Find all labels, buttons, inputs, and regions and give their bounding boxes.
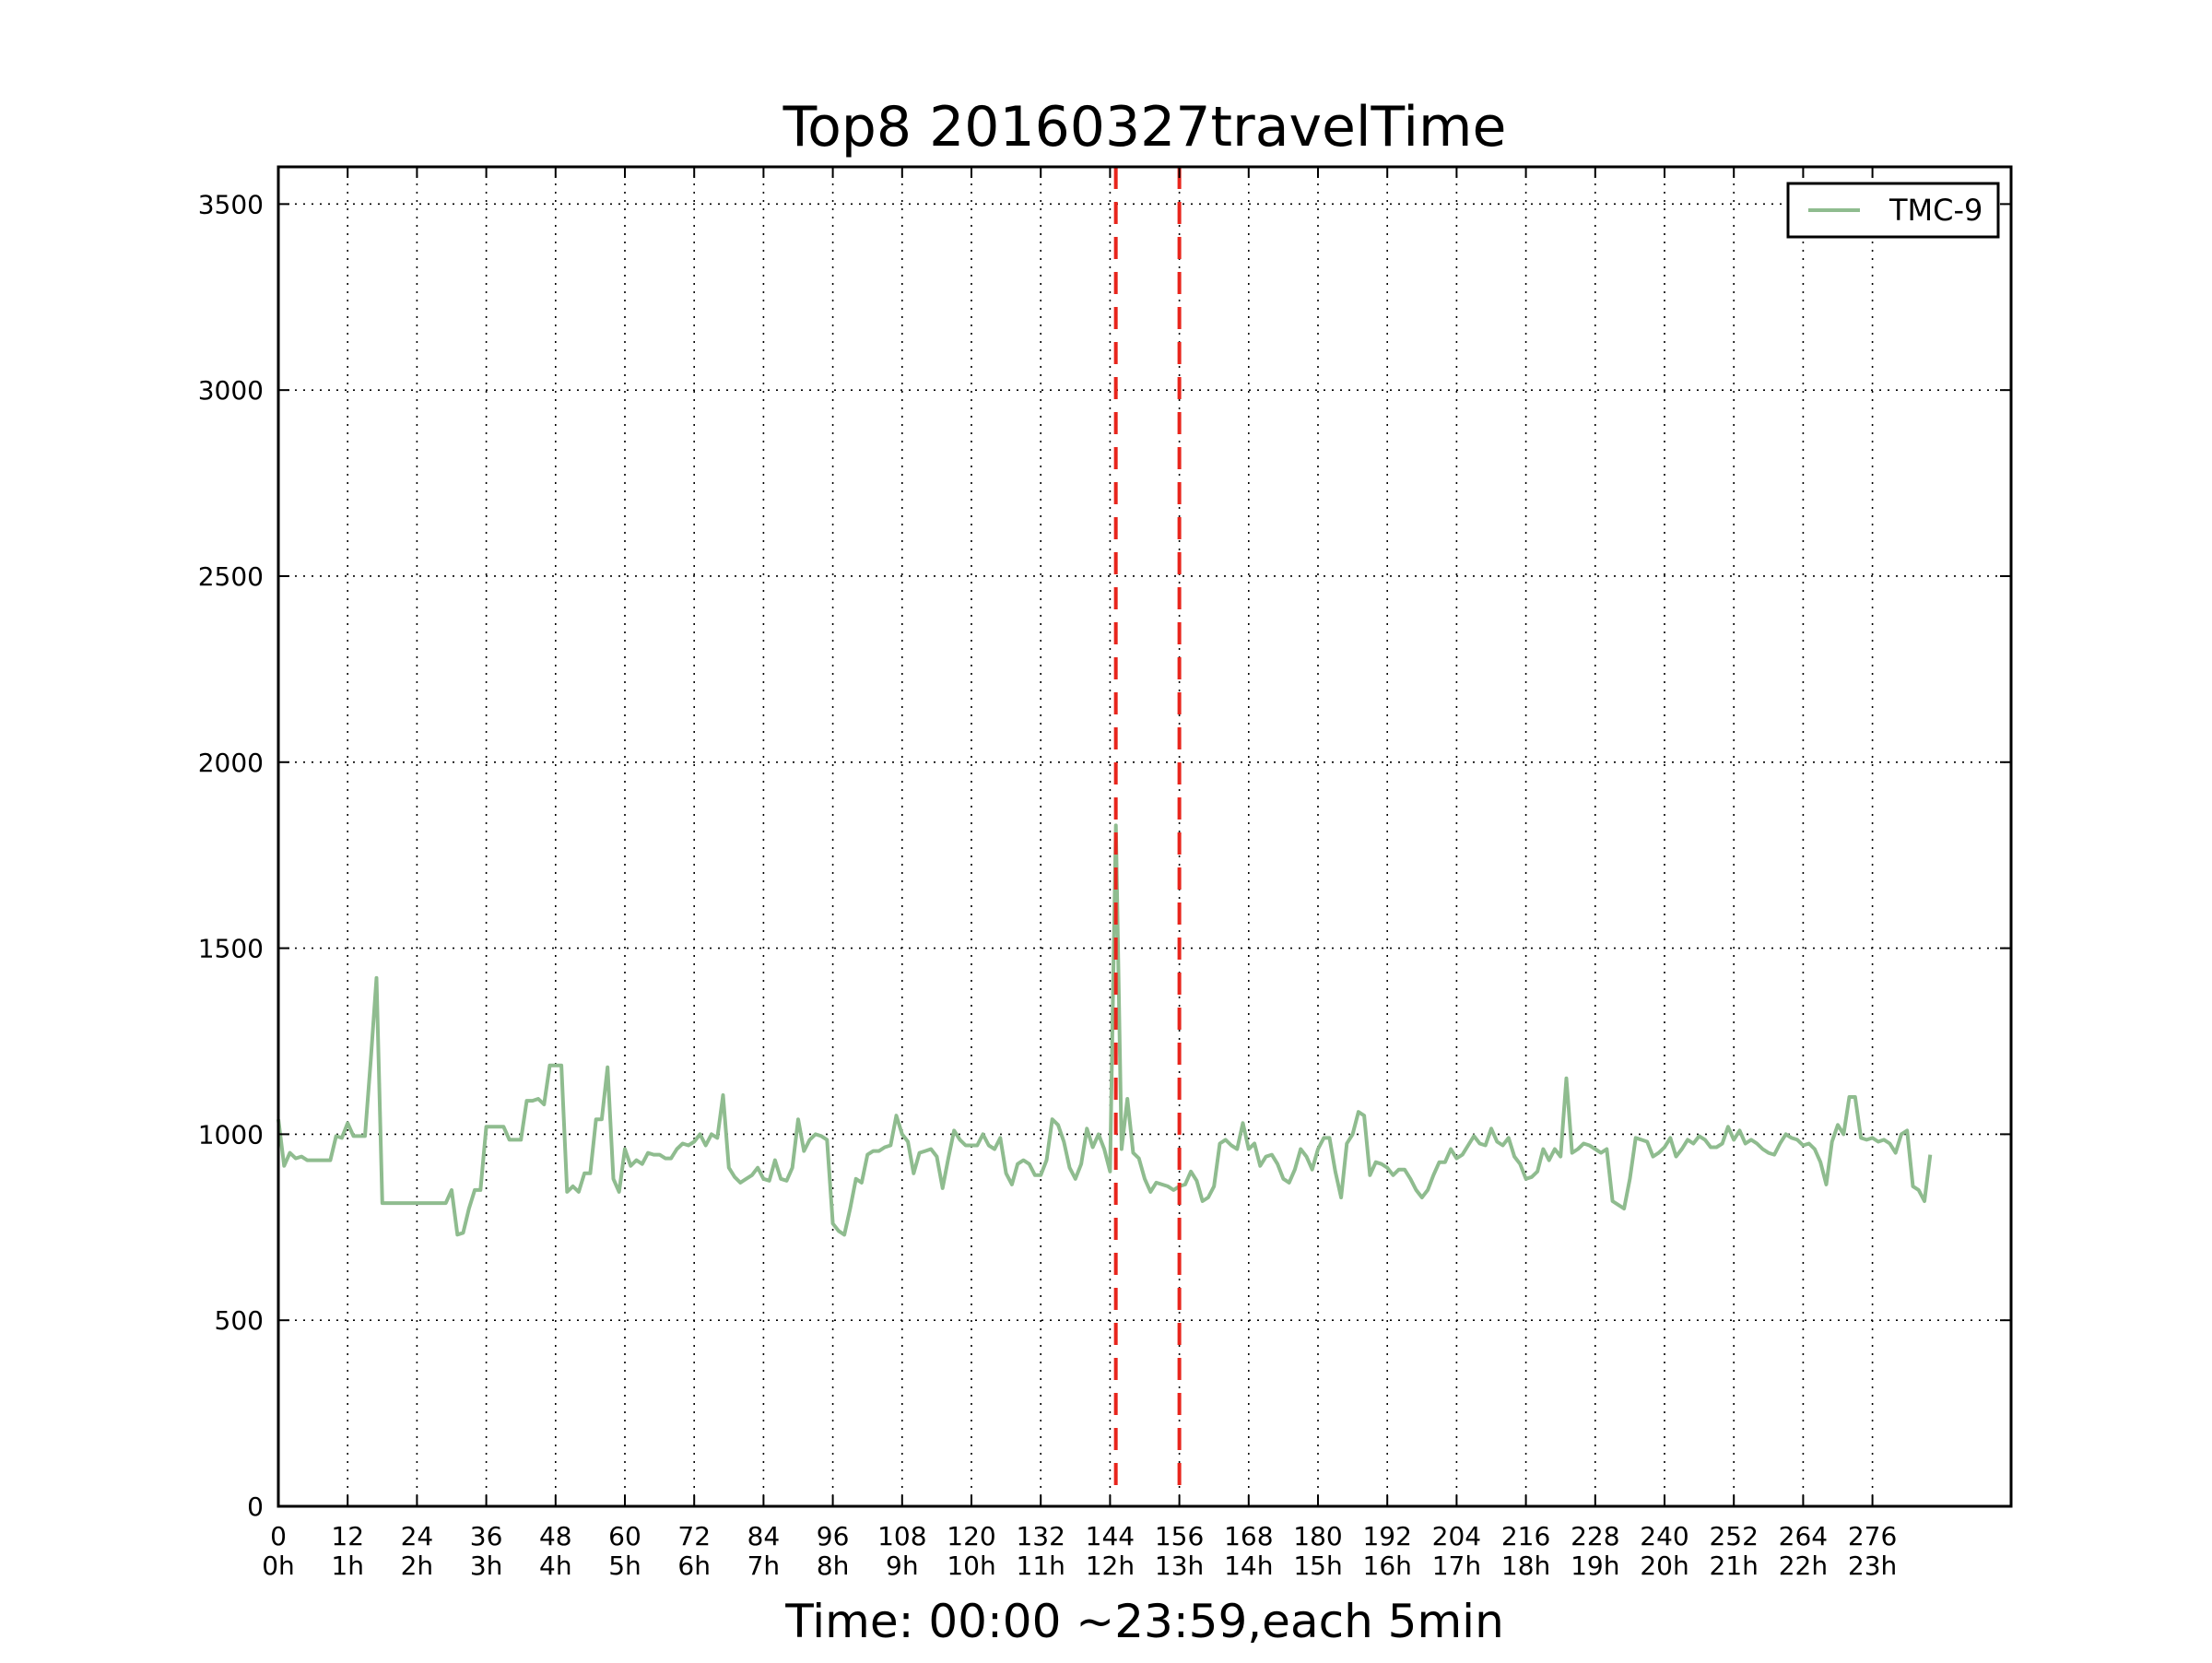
x-tick-label: 216 18h — [1501, 1521, 1550, 1581]
y-tick-label: 2500 — [198, 561, 264, 592]
x-tick-label: 180 15h — [1293, 1521, 1342, 1581]
x-tick-label: 204 17h — [1432, 1521, 1481, 1581]
y-tick-label: 2000 — [198, 748, 264, 778]
x-tick-label: 252 21h — [1709, 1521, 1758, 1581]
x-axis-title: Time: 00:00 ~23:59,each 5min — [784, 1595, 1504, 1648]
x-tick-label: 192 16h — [1362, 1521, 1411, 1581]
x-tick-label: 120 10h — [947, 1521, 995, 1581]
x-tick-label: 276 23h — [1848, 1521, 1897, 1581]
x-tick-label: 48 4h — [539, 1521, 572, 1581]
y-tick-label: 500 — [215, 1305, 264, 1336]
legend-label-tmc-9: TMC-9 — [1888, 193, 1983, 228]
x-tick-label: 60 5h — [608, 1521, 641, 1581]
y-tick-label: 1500 — [198, 934, 264, 964]
x-tick-label: 24 2h — [401, 1521, 434, 1581]
grid-lines — [278, 167, 2011, 1506]
x-tick-label: 36 3h — [470, 1521, 503, 1581]
x-tick-label: 240 20h — [1640, 1521, 1688, 1581]
plot-frame — [276, 165, 2013, 1508]
x-tick-label: 0 0h — [262, 1521, 295, 1581]
x-tick-label: 264 22h — [1779, 1521, 1828, 1581]
x-tick-label: 168 14h — [1224, 1521, 1273, 1581]
x-tick-label: 228 19h — [1571, 1521, 1619, 1581]
x-tick-label: 96 8h — [817, 1521, 850, 1581]
x-tick-label: 156 13h — [1155, 1521, 1204, 1581]
y-tick-label: 1000 — [198, 1119, 264, 1150]
y-tick-label: 3500 — [198, 189, 264, 219]
y-tick-label: 0 — [247, 1492, 264, 1522]
vertical-markers — [1113, 167, 1182, 1492]
axis-ticks: 0 500 1000 1500 2000 2500 3000 3500 0 0h 12 1h 24 2h 3… — [198, 167, 2011, 1581]
x-tick-label: 132 11h — [1016, 1521, 1065, 1581]
series-layer — [276, 823, 1933, 1237]
x-tick-label: 12 1h — [331, 1521, 364, 1581]
x-tick-label: 84 7h — [747, 1521, 781, 1581]
x-tick-label: 108 9h — [877, 1521, 926, 1581]
x-tick-label: 144 12h — [1086, 1521, 1135, 1581]
x-tick-label: 72 6h — [677, 1521, 711, 1581]
legend: TMC-9 — [1786, 182, 2000, 239]
y-tick-label: 3000 — [198, 375, 264, 406]
chart-title: Top8 20160327travelTime — [782, 95, 1507, 159]
series-line-tmc-9 — [276, 823, 1933, 1237]
